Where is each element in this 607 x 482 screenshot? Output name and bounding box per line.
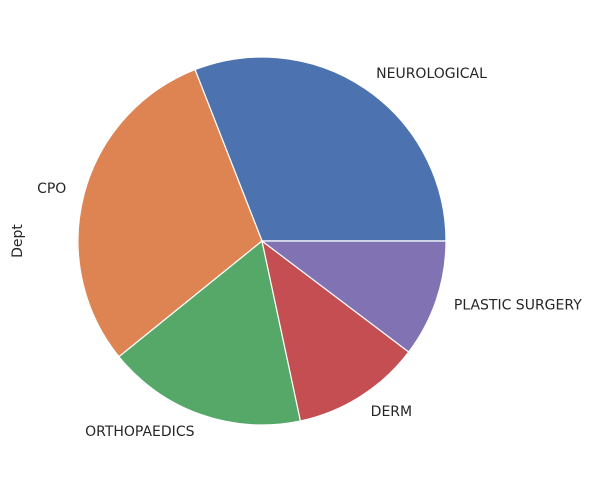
slice-label: PLASTIC SURGERY — [454, 297, 582, 313]
slice-label: CPO — [37, 181, 66, 197]
slice-label: NEUROLOGICAL — [376, 66, 487, 82]
pie-slice-derm — [261, 239, 410, 422]
slice-label: ORTHOPAEDICS — [85, 424, 194, 440]
pie-slice-orthopaedics — [118, 239, 302, 426]
pie-slices — [77, 56, 447, 426]
pie-slice-neurological — [194, 56, 447, 242]
y-axis-label: Dept — [10, 224, 26, 258]
pie-labels: NEUROLOGICAL CPO ORTHOPAEDICS DERM PLASTIC S… — [37, 66, 582, 440]
pie-slice-cpo — [77, 68, 263, 358]
slice-label: DERM — [371, 404, 412, 420]
pie-slice-plastic-surgery — [260, 240, 447, 353]
